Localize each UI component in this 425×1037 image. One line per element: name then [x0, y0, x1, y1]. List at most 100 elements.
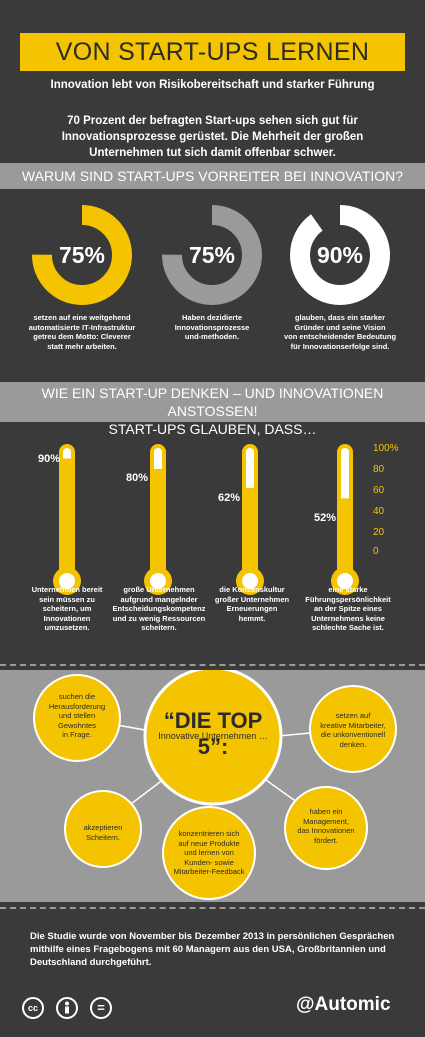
caption-line: das Innovationen	[297, 826, 355, 835]
caption-line: Entscheidungskompetenz	[112, 604, 206, 613]
thermometer-bulb-inner	[59, 573, 75, 589]
top5-center-circle	[143, 670, 283, 806]
caption-line: und lernen von	[184, 848, 234, 857]
caption-line: Scheitern.	[86, 832, 120, 842]
thermometer-bulb-inner	[150, 573, 166, 589]
caption-line: Führungspersönlichkeit	[305, 594, 391, 604]
donut-caption-1: setzen auf eine weitgehend automatisierte…	[17, 313, 147, 351]
caption-line: und zu wenig Ressourcen	[112, 613, 206, 623]
intro-line: Innovationsprozesse gerüstet. Die Mehrhe…	[61, 131, 364, 143]
caption-line: Management,	[303, 816, 349, 826]
donut-chart-2: 75%	[162, 205, 262, 305]
top5-item-4: konzentrieren sich auf neue Produkte und l…	[164, 829, 254, 877]
caption-line: scheitern, um	[42, 604, 92, 613]
caption-line: Innovationsprozesse	[174, 322, 250, 332]
donut-value: 75%	[59, 242, 105, 268]
caption-line: an der Spitze eines	[314, 604, 382, 613]
thermo-caption-1: Unternehmen bereit sein müssen zu scheiter…	[17, 585, 117, 633]
caption-line: Gewohntes	[58, 720, 96, 730]
caption-line: auf neue Produkte	[178, 838, 240, 848]
thermometer-fill	[341, 498, 349, 563]
intro-line: Unternehmen tut sich damit offenbar schw…	[89, 147, 336, 159]
thermometer-bulb-inner	[337, 573, 353, 589]
top5-item-5: haben ein Management, das Innovationen förd…	[286, 807, 366, 845]
divider	[0, 907, 425, 909]
thermo-value-2: 80%	[126, 472, 149, 484]
caption-line: Herausforderung	[48, 701, 106, 711]
intro-line: 70 Prozent der befragten Start-ups sehen…	[67, 115, 358, 127]
donut-caption-3: glauben, dass ein starker Gründer und sei…	[275, 313, 405, 351]
caption-line: konzentrieren sich	[178, 829, 240, 838]
caption-line: fördert.	[314, 835, 338, 845]
thermo-value-4: 52%	[314, 512, 337, 524]
donut-arc	[32, 205, 132, 305]
thermo-value-3: 62%	[218, 492, 241, 504]
donut-value: 75%	[189, 242, 235, 268]
section1-heading: WARUM SIND START-UPS VORREITER BEI INNOV…	[0, 163, 425, 189]
caption-line: in Frage.	[62, 730, 92, 739]
caption-line: setzen auf	[335, 711, 371, 720]
study-line: Die Studie wurde von November bis Dezemb…	[30, 931, 395, 942]
caption-line: und-methoden.	[184, 332, 240, 341]
section2-heading-line: START-UPS GLAUBEN, DASS…	[108, 421, 317, 437]
top5-circle-5	[284, 786, 368, 870]
donut-chart-3: 90%	[290, 205, 390, 305]
caption-line: schlechte Sache ist.	[312, 623, 384, 632]
caption-line: Kunden- sowie	[184, 857, 234, 867]
caption-line: Unternehmen bereit	[31, 585, 103, 594]
caption-line: haben ein	[309, 807, 343, 816]
caption-line: Erneuerungen	[226, 604, 278, 613]
caption-line: aufgrund mangelnder	[120, 594, 198, 604]
intro-text: 70 Prozent der befragten Start-ups sehen…	[40, 113, 385, 161]
donut-value: 90%	[317, 242, 363, 268]
caption-line: setzen auf eine weitgehend	[33, 313, 131, 322]
top5-subtitle: Innovative Unternehmen …	[158, 731, 268, 741]
page-title: VON START-UPS LERNEN	[20, 33, 405, 71]
scale-label: 60	[373, 485, 385, 496]
top5-circle-1	[33, 674, 121, 762]
caption-line: glauben, dass ein starker	[294, 313, 386, 322]
subtitle: Innovation lebt von Risikobereitschaft u…	[50, 79, 375, 91]
top5-item-1: suchen die Herausforderung und stellen Gewo…	[37, 692, 117, 740]
caption-line: suchen die	[58, 692, 96, 701]
donut-arc	[290, 205, 390, 305]
caption-line: Haben dezidierte	[181, 313, 242, 322]
study-note: Die Studie wurde von November bis Dezemb…	[30, 930, 400, 969]
caption-line: für Innovationserfolge sind.	[290, 341, 390, 351]
caption-line: denken.	[339, 739, 367, 749]
caption-line: umzusetzen.	[44, 623, 90, 632]
caption-line: großer Unternehmen	[214, 594, 290, 604]
caption-line: sein müssen zu	[39, 594, 95, 604]
cc-icon: cc	[22, 997, 44, 1019]
caption-line: die Konsenskultur	[219, 585, 285, 594]
thermometer-fill	[246, 487, 254, 563]
section2-heading: WIE EIN START-UP DENKEN – UND INNOVATION…	[0, 382, 425, 437]
thermometer-chart: 90% 80% 62% 52% 100% 80 60 40 20 0	[0, 440, 425, 630]
thermometer-fill	[154, 469, 162, 563]
top5-graphic	[33, 670, 397, 900]
thermo-caption-2: große Unternehmen aufgrund mangelnder Ents…	[109, 585, 209, 633]
caption-line: statt mehr arbeiten.	[47, 341, 117, 351]
donut-arc	[162, 205, 262, 305]
top5-circle-2	[309, 685, 397, 773]
caption-line: große Unternehmen	[123, 585, 195, 594]
top5-item-3: akzeptieren Scheitern.	[63, 823, 143, 842]
thermometer-graphics	[53, 444, 359, 595]
caption-line: kreative Mitarbeiter,	[320, 720, 386, 730]
divider	[0, 664, 425, 666]
scale-label: 80	[373, 464, 385, 475]
no-derivatives-icon: =	[90, 997, 112, 1019]
caption-line: Unternehmens keine	[311, 613, 385, 623]
scale-label: 0	[373, 546, 379, 557]
caption-line: und stellen	[58, 711, 96, 720]
scale-label: 40	[373, 506, 385, 517]
thermo-value-1: 90%	[38, 453, 61, 465]
caption-line: getreu dem Motto: Cleverer	[33, 332, 131, 341]
thermometer-bulb-inner	[242, 573, 258, 589]
study-line: Deutschland durchgeführt.	[30, 957, 152, 968]
automic-logo: @Automic	[296, 994, 391, 1015]
attribution-person-icon	[56, 997, 78, 1019]
caption-line: Innovationen	[43, 613, 91, 623]
caption-line: automatisierte IT-Infrastruktur	[28, 322, 136, 332]
caption-line: eine starke	[328, 585, 368, 594]
